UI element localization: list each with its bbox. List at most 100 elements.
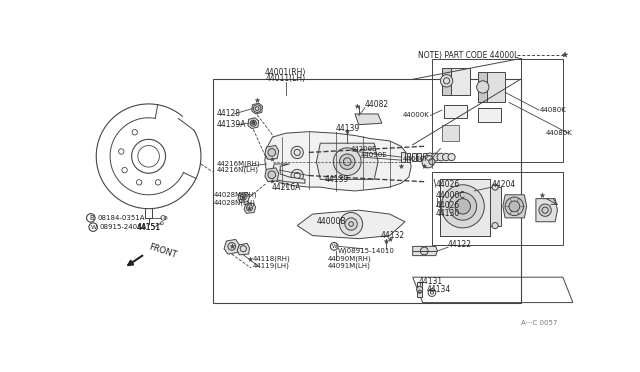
Text: 44080K: 44080K (546, 130, 573, 136)
Text: 44216M(RH): 44216M(RH) (216, 161, 260, 167)
Circle shape (417, 286, 422, 293)
Circle shape (509, 201, 520, 212)
Circle shape (440, 75, 452, 87)
Polygon shape (417, 282, 422, 297)
Text: 44216N(LH): 44216N(LH) (216, 167, 259, 173)
Circle shape (426, 153, 434, 161)
Polygon shape (265, 132, 411, 191)
Text: 08184-0351A: 08184-0351A (97, 215, 145, 221)
Text: 44130: 44130 (436, 209, 460, 218)
Polygon shape (265, 168, 279, 182)
Text: W: W (91, 225, 97, 230)
Text: 44000K: 44000K (403, 112, 429, 118)
Polygon shape (478, 71, 505, 102)
Text: 44119(LH): 44119(LH) (253, 262, 289, 269)
Polygon shape (297, 210, 405, 239)
Circle shape (492, 222, 498, 229)
Polygon shape (422, 153, 427, 161)
Text: 44200E: 44200E (351, 145, 378, 151)
Circle shape (422, 155, 435, 168)
Polygon shape (355, 114, 382, 125)
Text: 44011(LH): 44011(LH) (266, 74, 306, 83)
Circle shape (291, 169, 303, 182)
Circle shape (442, 153, 450, 161)
Circle shape (253, 105, 261, 112)
Polygon shape (417, 153, 421, 161)
Circle shape (250, 120, 257, 126)
Polygon shape (490, 187, 501, 225)
Polygon shape (444, 105, 467, 118)
Circle shape (505, 197, 524, 216)
Text: 44151: 44151 (136, 222, 161, 232)
Circle shape (291, 146, 303, 158)
Text: 44131: 44131 (419, 277, 443, 286)
Text: 44118(RH): 44118(RH) (253, 256, 291, 262)
Polygon shape (238, 192, 250, 202)
Polygon shape (503, 195, 527, 218)
Text: 44128: 44128 (216, 109, 241, 118)
Circle shape (448, 154, 455, 161)
Text: 44028M(RH): 44028M(RH) (214, 192, 258, 198)
Polygon shape (478, 108, 501, 122)
Circle shape (420, 247, 428, 255)
Text: 44090E: 44090E (360, 152, 387, 158)
Circle shape (492, 184, 498, 190)
Text: 44090M(RH): 44090M(RH) (328, 256, 372, 262)
Text: A···C 0057: A···C 0057 (521, 320, 557, 326)
Polygon shape (248, 118, 259, 129)
Text: 44216A: 44216A (272, 183, 301, 192)
Circle shape (455, 199, 470, 214)
Text: 44026: 44026 (436, 201, 460, 210)
Text: NOTE) PART CODE 44000L: NOTE) PART CODE 44000L (418, 51, 518, 60)
Circle shape (477, 81, 489, 93)
Circle shape (441, 185, 484, 228)
Text: 44132: 44132 (380, 231, 404, 240)
Text: 44091M(LH): 44091M(LH) (328, 262, 371, 269)
Text: 44080K: 44080K (540, 107, 566, 113)
Text: 44000K: 44000K (403, 155, 429, 161)
Circle shape (345, 218, 357, 230)
Text: W: W (332, 244, 338, 249)
Polygon shape (237, 243, 250, 255)
Text: 08915-2401A: 08915-2401A (99, 224, 147, 230)
Polygon shape (244, 203, 255, 213)
Text: 44026: 44026 (436, 180, 460, 189)
Text: 44139: 44139 (336, 124, 360, 133)
Text: 44204: 44204 (492, 180, 515, 189)
Polygon shape (401, 153, 405, 162)
Circle shape (449, 192, 477, 220)
Polygon shape (536, 199, 557, 222)
Circle shape (240, 194, 246, 200)
Circle shape (429, 158, 435, 165)
Polygon shape (406, 153, 410, 161)
Text: 44001(RH): 44001(RH) (265, 68, 307, 77)
Polygon shape (265, 145, 279, 159)
Bar (212, 79, 520, 302)
Text: 44000C: 44000C (436, 191, 465, 200)
Polygon shape (442, 68, 470, 95)
Polygon shape (440, 179, 490, 235)
Polygon shape (273, 164, 305, 183)
Circle shape (431, 153, 439, 161)
Text: 44000B: 44000B (316, 217, 346, 226)
Circle shape (228, 243, 236, 250)
Circle shape (246, 205, 253, 211)
Polygon shape (413, 246, 437, 256)
Text: 44122: 44122 (447, 240, 471, 249)
Bar (432, 58, 563, 163)
Circle shape (340, 154, 355, 169)
Polygon shape (442, 68, 451, 95)
Text: 44082: 44082 (364, 100, 388, 109)
Circle shape (268, 171, 276, 179)
Polygon shape (478, 71, 488, 102)
Circle shape (333, 148, 361, 176)
Circle shape (539, 204, 551, 217)
Polygon shape (316, 143, 378, 179)
Text: W)08915-14010: W)08915-14010 (338, 248, 395, 254)
Circle shape (437, 153, 445, 161)
Bar (432, 172, 563, 245)
Text: 44134: 44134 (427, 285, 451, 294)
Text: 44139: 44139 (324, 175, 348, 184)
Text: B: B (89, 215, 94, 221)
Text: 44028N(LH): 44028N(LH) (214, 199, 256, 206)
